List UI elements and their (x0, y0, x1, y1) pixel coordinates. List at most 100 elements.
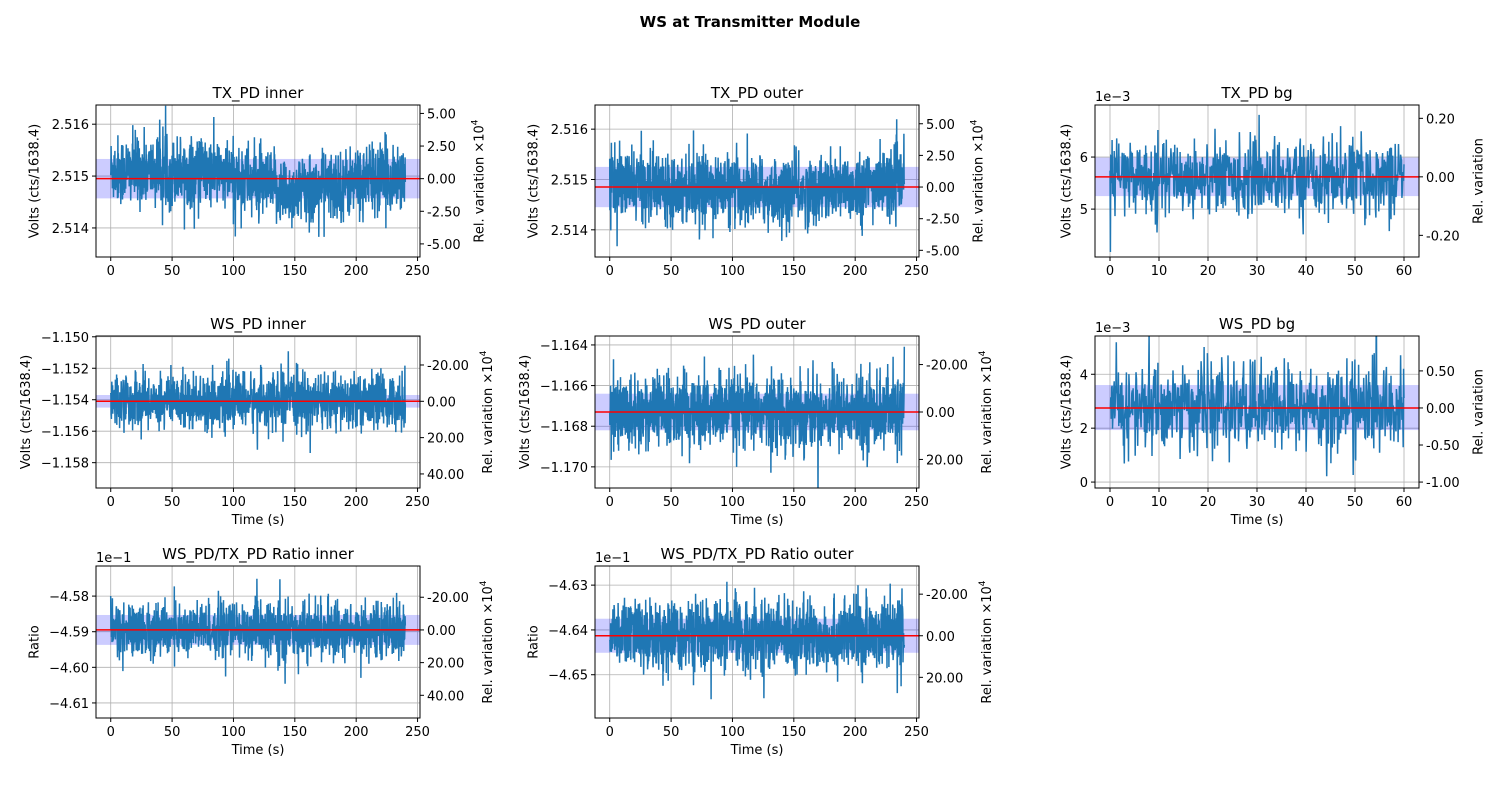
x-tick-label: 50 (164, 264, 181, 279)
right-y-tick-label: -5.00 (427, 238, 461, 253)
subplot-title: TX_PD bg (1220, 84, 1292, 103)
y-axis-label: Volts (cts/1638.4) (1060, 355, 1075, 469)
subplot-title: TX_PD outer (710, 84, 804, 103)
subplot-3: 0 10 20 30 40 50 60 5 6 -0.20 0.00 0.20 TX_PD bg 1e−3… (1060, 84, 1487, 279)
y-tick-label: −1.164 (540, 339, 588, 354)
subplot-8: 0 50 100 150 200 250 −4.65 −4.64 −4.63 -20.00 0.00… (527, 545, 995, 758)
x-tick-label: 10 (1151, 495, 1168, 510)
axes-frame (594, 565, 920, 719)
x-tick-label: 50 (663, 495, 680, 510)
right-y-tick-label: 0.00 (926, 406, 955, 421)
data-series-line (608, 581, 906, 700)
x-tick-label: 250 (904, 725, 929, 740)
right-y-tick-label: 0.00 (1426, 171, 1455, 186)
axes-frame (95, 335, 421, 489)
right-y-tick-label: 2.50 (926, 149, 955, 164)
right-y-tick-label: -5.00 (926, 244, 960, 259)
x-tick-label: 0 (1106, 495, 1114, 510)
x-tick-label: 20 (1200, 264, 1217, 279)
y-tick-label: −1.158 (41, 457, 89, 472)
y-tick-label: 0 (1080, 476, 1088, 491)
y-tick-label: −1.170 (540, 461, 588, 476)
right-y-axis-label: Rel. variation ×104 (479, 580, 496, 703)
x-tick-label: 250 (405, 725, 430, 740)
right-label-exponent: 4 (479, 350, 489, 356)
right-y-tick-label: -20.00 (427, 359, 469, 374)
right-y-tick-label: 40.00 (427, 689, 464, 704)
right-y-tick-label: 0.00 (427, 173, 456, 188)
y-tick-label: −4.64 (548, 624, 588, 639)
x-tick-label: 40 (1298, 264, 1315, 279)
x-tick-label: 0 (606, 725, 614, 740)
x-tick-label: 0 (606, 495, 614, 510)
x-tick-label: 150 (282, 725, 307, 740)
subplot-title: WS_PD inner (210, 315, 307, 334)
y-axis-label: Ratio (28, 625, 43, 658)
right-label-exponent: 4 (970, 119, 980, 125)
right-label-exponent: 4 (471, 119, 481, 125)
right-label-exponent: 4 (479, 580, 489, 586)
right-y-tick-label: 5.00 (926, 118, 955, 133)
x-tick-label: 100 (221, 264, 246, 279)
y-tick-label: −4.63 (548, 579, 588, 594)
y-tick-label: 5 (1080, 203, 1088, 218)
x-tick-label: 200 (843, 725, 868, 740)
x-tick-label: 100 (720, 495, 745, 510)
x-tick-label: 150 (282, 264, 307, 279)
right-y-tick-label: -0.50 (1426, 439, 1460, 454)
right-y-tick-label: 2.50 (427, 140, 456, 155)
x-tick-label: 200 (344, 264, 369, 279)
right-y-tick-label: 20.00 (926, 671, 963, 686)
x-tick-label: 100 (720, 725, 745, 740)
y-tick-label: −4.65 (548, 669, 588, 684)
data-series-line (1109, 114, 1405, 253)
data-series-line (109, 578, 407, 684)
y-tick-label: −1.168 (540, 420, 588, 435)
right-y-tick-label: -0.20 (1426, 229, 1460, 244)
x-tick-label: 10 (1151, 264, 1168, 279)
right-y-tick-label: 0.00 (427, 624, 456, 639)
y-tick-label: 2.515 (52, 170, 89, 185)
x-tick-label: 40 (1298, 495, 1315, 510)
right-y-axis-label: Rel. variation ×104 (978, 350, 995, 473)
y-tick-label: −4.59 (49, 626, 89, 641)
x-tick-label: 150 (781, 264, 806, 279)
right-y-tick-label: 0.00 (1426, 402, 1455, 417)
right-y-tick-label: -2.50 (926, 213, 960, 228)
x-tick-label: 0 (107, 495, 115, 510)
x-tick-label: 0 (1106, 264, 1114, 279)
y-offset-text: 1e−3 (1095, 90, 1130, 105)
right-y-tick-label: 5.00 (427, 107, 456, 122)
x-tick-label: 50 (663, 725, 680, 740)
right-y-tick-label: 40.00 (427, 468, 464, 483)
subplot-6: 0 10 20 30 40 50 60 0 2 4 -1.00 -0.50 0.00 0.50 WS_PD … (1060, 315, 1487, 528)
right-y-tick-label: 0.00 (926, 181, 955, 196)
right-y-axis-label: Rel. variation ×104 (978, 580, 995, 703)
y-tick-label: −4.61 (49, 697, 89, 712)
data-series-line (1109, 336, 1405, 477)
x-tick-label: 30 (1249, 264, 1266, 279)
y-tick-label: −1.150 (41, 331, 89, 346)
x-tick-label: 0 (606, 264, 614, 279)
y-tick-label: −4.60 (49, 661, 89, 676)
x-tick-label: 100 (221, 495, 246, 510)
x-axis-label: Time (s) (730, 513, 784, 528)
subplot-title: WS_PD/TX_PD Ratio inner (162, 545, 354, 564)
y-tick-label: 2.514 (551, 224, 588, 239)
x-tick-label: 250 (904, 495, 929, 510)
right-y-tick-label: 20.00 (427, 432, 464, 447)
y-axis-label: Volts (cts/1638.4) (518, 355, 533, 469)
x-tick-label: 200 (843, 264, 868, 279)
y-offset-text: 1e−1 (595, 551, 630, 566)
x-tick-label: 60 (1396, 495, 1413, 510)
x-tick-label: 0 (107, 725, 115, 740)
y-tick-label: 4 (1080, 368, 1088, 383)
y-tick-label: −1.156 (41, 425, 89, 440)
y-tick-label: 6 (1080, 151, 1088, 166)
subplot-4: 0 50 100 150 200 250 −1.158 −1.156 −1.154 −1.152 −… (19, 315, 496, 528)
y-axis-label: Volts (cts/1638.4) (527, 124, 542, 238)
right-y-axis-label: Rel. variation ×104 (479, 350, 496, 473)
y-tick-label: 2.516 (551, 123, 588, 138)
x-tick-label: 150 (781, 725, 806, 740)
x-tick-label: 50 (1347, 495, 1364, 510)
